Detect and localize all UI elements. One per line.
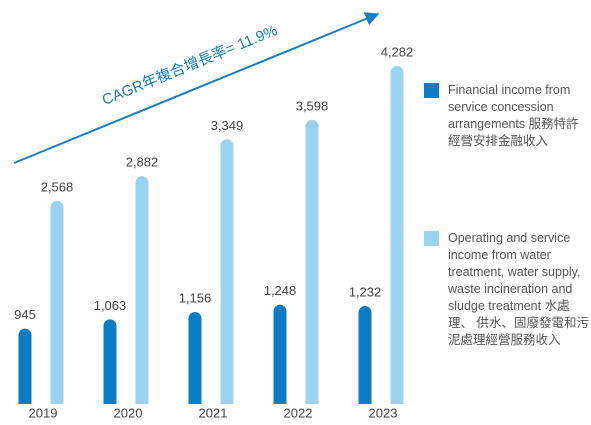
bar — [188, 312, 202, 404]
legend-label: Operating and service income from water … — [448, 231, 589, 347]
data-label: 945 — [14, 307, 36, 322]
data-label: 1,063 — [94, 298, 127, 313]
bar — [358, 306, 372, 404]
bar — [50, 200, 64, 404]
bar — [220, 139, 234, 404]
bar — [273, 304, 287, 404]
cagr-arrow — [13, 12, 380, 164]
legend-label: Financial income from service concession… — [448, 83, 579, 148]
x-tick-label: 2022 — [284, 405, 313, 420]
x-tick-label: 2021 — [199, 405, 228, 420]
data-label: 1,156 — [179, 290, 212, 305]
legend-item: Operating and service income from water … — [424, 230, 589, 349]
data-label: 3,598 — [296, 98, 329, 113]
data-label: 4,282 — [381, 44, 414, 59]
legend-swatch — [424, 231, 439, 246]
x-tick-label: 2020 — [114, 405, 143, 420]
x-tick-label: 2023 — [369, 405, 398, 420]
x-tick-label: 2019 — [29, 405, 58, 420]
data-label: 3,349 — [211, 118, 244, 133]
data-label: 1,232 — [349, 284, 382, 299]
legend-swatch — [424, 83, 439, 98]
bar — [103, 319, 117, 404]
bar — [18, 328, 32, 404]
bar — [390, 66, 404, 404]
data-label: 2,882 — [126, 155, 159, 170]
bar — [305, 119, 319, 404]
legend-item: Financial income from service concession… — [424, 82, 589, 150]
data-label: 2,568 — [41, 179, 74, 194]
data-label: 1,248 — [264, 283, 297, 298]
bar — [135, 176, 149, 404]
